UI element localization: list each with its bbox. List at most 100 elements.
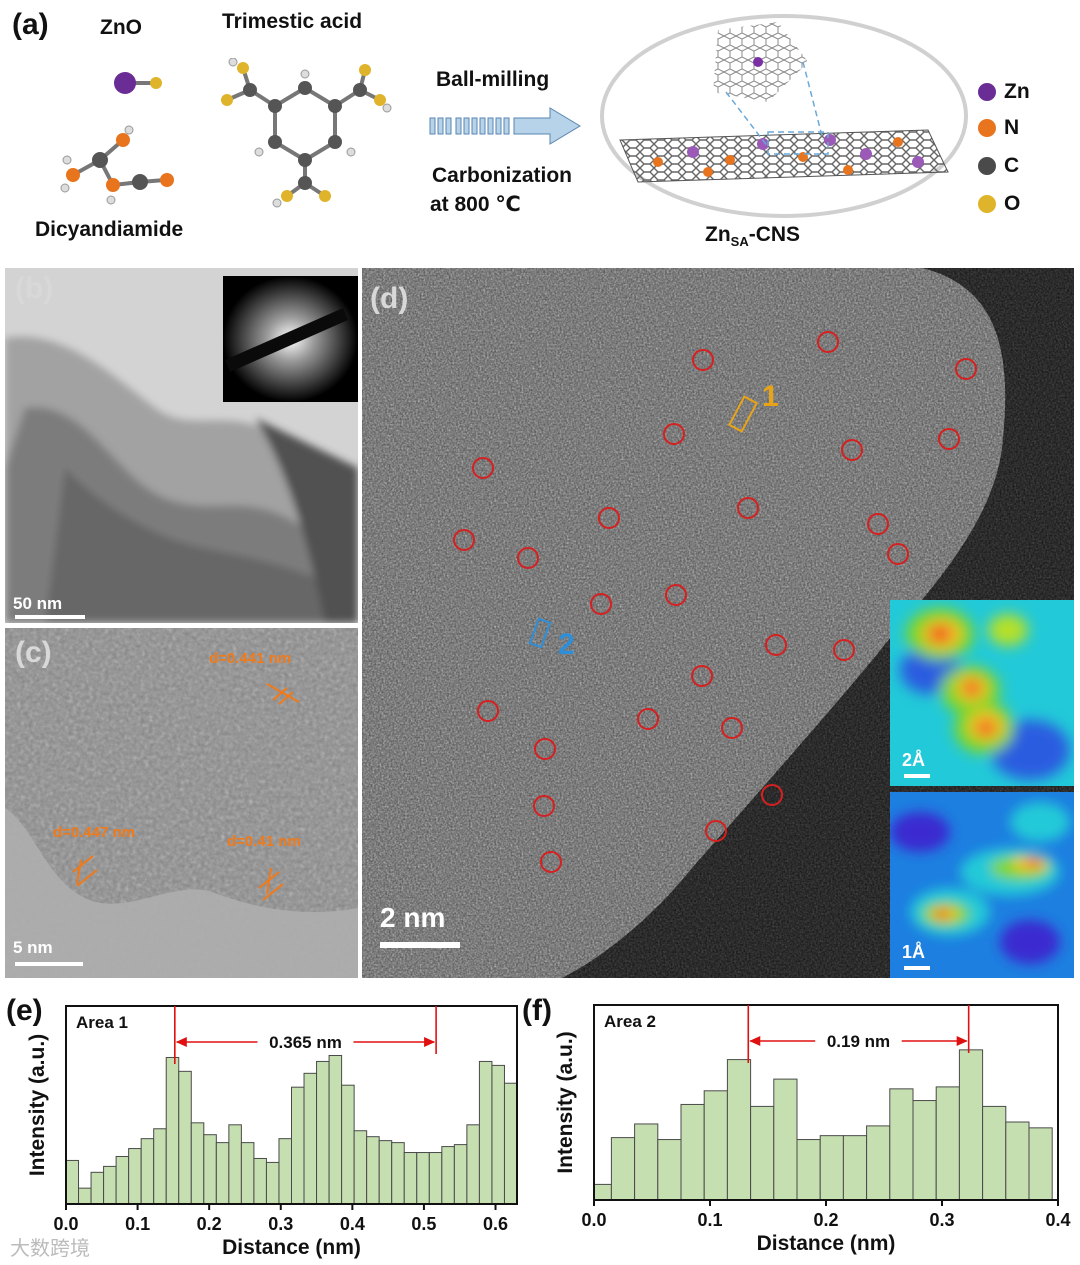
- legend-o: O: [978, 192, 1020, 216]
- y-axis-label: Intensity (a.u.): [26, 1034, 49, 1176]
- arrow-right-head: [424, 1037, 436, 1047]
- x-tick-label: 0.3: [929, 1210, 954, 1230]
- panel-f-label: (f): [522, 994, 552, 1027]
- carbonization-label: Carbonization: [432, 164, 572, 187]
- area-2-marker: 2: [558, 628, 575, 661]
- histogram-bar: [441, 1146, 455, 1205]
- histogram-bar: [366, 1136, 380, 1205]
- histogram-bar: [153, 1128, 167, 1205]
- arrow-left-head: [749, 1036, 761, 1046]
- x-tick-label: 0.2: [197, 1214, 222, 1234]
- product-label: ZnSA-CNS: [705, 223, 801, 250]
- histogram-bar: [240, 1142, 255, 1205]
- histogram-bar: [165, 1056, 180, 1205]
- arrow-left-head: [175, 1037, 187, 1047]
- x-tick-label: 0.3: [268, 1214, 293, 1234]
- histogram-bar: [178, 1070, 192, 1205]
- panel-c-hrtem-image: (c) d=0.441 nm d=0.447 nm d=0.41 nm 5 nm: [5, 628, 358, 978]
- inset-2-scale-label: 1Å: [902, 942, 926, 962]
- o-ball-icon: [978, 195, 996, 213]
- panel-e-label: (e): [6, 994, 43, 1027]
- dicyandiamide-label: Dicyandiamide: [35, 218, 184, 241]
- trimesic-acid-label: Trimestic acid: [222, 10, 363, 33]
- histogram-bar: [65, 1159, 80, 1205]
- histogram-bar: [935, 1086, 960, 1201]
- histogram-bar: [912, 1100, 937, 1201]
- process-arrow-icon: [429, 107, 581, 145]
- histogram-bar: [453, 1144, 468, 1205]
- histogram-bar: [90, 1171, 105, 1205]
- histogram-bar: [703, 1090, 728, 1201]
- distance-annotation: 0.365 nm: [269, 1033, 342, 1052]
- histogram-bar: [403, 1152, 418, 1205]
- panel-d-scale-bar: [380, 942, 460, 948]
- x-tick-label: 0.0: [53, 1214, 78, 1234]
- trimesic-acid-molecule-icon: [221, 58, 392, 208]
- histogram-bar: [378, 1140, 393, 1205]
- legend-c: C: [978, 154, 1019, 178]
- histogram-bar: [391, 1142, 405, 1205]
- zno-molecule-icon: [114, 72, 162, 94]
- panel-d-label: (d): [370, 282, 409, 315]
- x-tick-label: 0.6: [483, 1214, 508, 1234]
- panel-c-scale-bar: [15, 962, 83, 966]
- area-title: Area 1: [76, 1013, 128, 1032]
- histogram-bar: [303, 1072, 318, 1205]
- histogram-bar: [866, 1125, 891, 1201]
- panel-b-tem-image: (b) 50 nm: [5, 268, 358, 623]
- x-axis-label: Distance (nm): [757, 1232, 896, 1255]
- histogram-bar: [889, 1088, 914, 1201]
- histogram-bar: [416, 1152, 430, 1205]
- histogram-bar: [750, 1105, 775, 1201]
- histogram-bar: [657, 1139, 682, 1201]
- x-tick-label: 0.1: [697, 1210, 722, 1230]
- y-axis-label: Intensity (a.u.): [554, 1031, 577, 1173]
- zn-sa-cns-structure-illustration: [600, 14, 968, 218]
- histogram-bar: [466, 1124, 480, 1205]
- n-ball-icon: [978, 119, 996, 137]
- watermark: 大数跨境: [10, 1236, 90, 1260]
- arrow-right-head: [956, 1036, 968, 1046]
- histogram-bar: [265, 1161, 280, 1205]
- histogram-bar: [190, 1122, 205, 1205]
- histogram-bar: [203, 1134, 217, 1205]
- histogram-bar: [819, 1135, 844, 1201]
- inset-2-scale-bar: [904, 966, 930, 970]
- temperature-label: at 800 ℃: [430, 193, 521, 216]
- x-tick-label: 0.5: [411, 1214, 436, 1234]
- panel-e-line-profile-chart: 0.0 0.1 0.2 0.3 0.4 0.5 0.6 Area 1 Distance (nm)…: [26, 1005, 518, 1259]
- plot-frame: [65, 1005, 518, 1205]
- panel-b-scale-label: 50 nm: [13, 594, 63, 613]
- zn-ball-icon: [978, 83, 996, 101]
- histogram-bar: [958, 1049, 984, 1201]
- legend-n: N: [978, 116, 1019, 140]
- panel-c-d-spacing-3: d=0.41 nm: [227, 833, 301, 850]
- x-tick-label: 0.1: [125, 1214, 150, 1234]
- histogram-bar: [1005, 1121, 1030, 1201]
- histogram-bar: [726, 1059, 752, 1201]
- ball-milling-label: Ball-milling: [436, 68, 550, 91]
- histogram-bar: [103, 1165, 117, 1205]
- histogram-bar: [215, 1142, 230, 1205]
- histogram-bar: [115, 1155, 130, 1205]
- zno-label: ZnO: [100, 16, 142, 39]
- x-tick-label: 0.4: [1045, 1210, 1070, 1230]
- dicyandiamide-molecule-icon: [60, 125, 174, 205]
- histogram-bar: [140, 1138, 155, 1205]
- histogram-bar: [842, 1135, 868, 1201]
- inset-intensity-map-1: 2Å: [890, 600, 1074, 786]
- x-tick-label: 0.0: [581, 1210, 606, 1230]
- histogram-bar: [353, 1130, 368, 1205]
- histogram-bar: [278, 1138, 293, 1205]
- area-1-marker: 1: [762, 380, 779, 413]
- x-axis-label: Distance (nm): [222, 1236, 361, 1259]
- histogram-bar: [610, 1137, 636, 1201]
- histogram-bar: [478, 1060, 493, 1205]
- inset-1-scale-label: 2Å: [902, 750, 926, 770]
- histogram-bar: [773, 1078, 798, 1201]
- x-tick-label: 0.4: [340, 1214, 365, 1234]
- panel-a-label: (a): [12, 8, 49, 41]
- histogram-bar: [634, 1123, 659, 1201]
- histogram-bar: [128, 1148, 142, 1205]
- c-ball-icon: [978, 157, 996, 175]
